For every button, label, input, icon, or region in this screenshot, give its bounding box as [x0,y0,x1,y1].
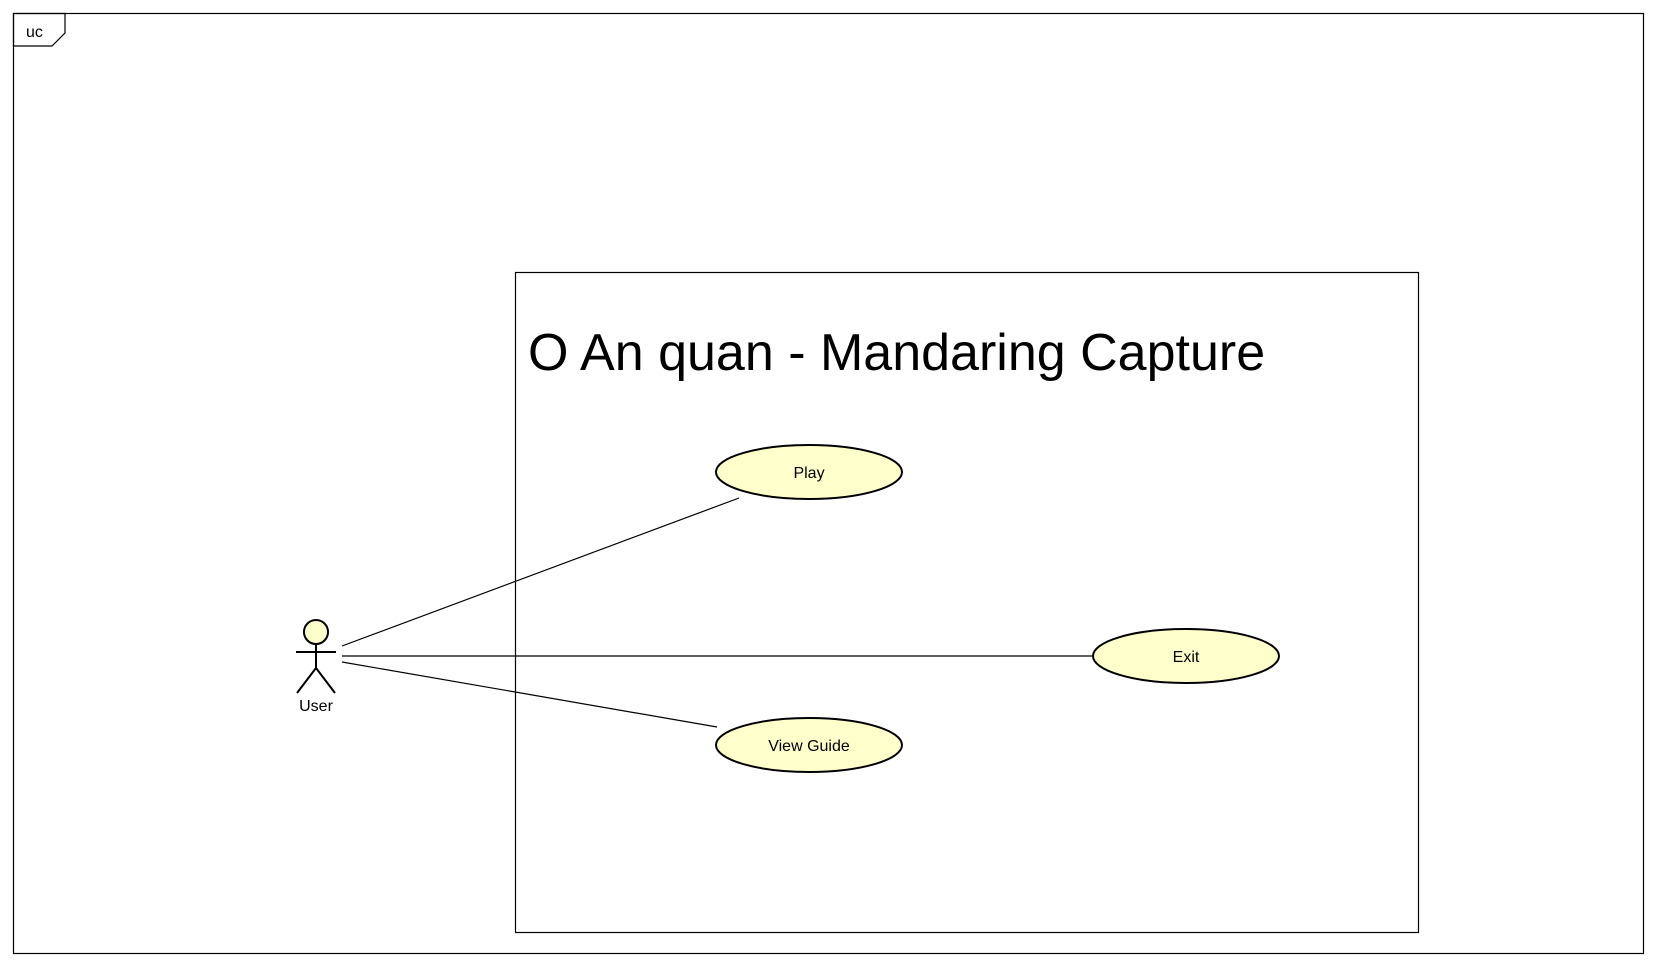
actor-user-right-leg[interactable] [315,667,336,694]
actor-user[interactable]: User [296,619,336,715]
use-case-exit[interactable]: Exit [1092,628,1280,684]
actor-user-label: User [299,698,333,715]
diagram-frame-tag-text: uc [26,24,43,41]
use-case-view-guide-ellipse[interactable] [715,717,903,773]
actor-user-left-leg[interactable] [296,667,317,694]
use-case-view-guide-label: View Guide [768,738,850,755]
association-user-view-guide [341,661,718,728]
diagram-frame [12,12,1645,955]
association-user-play [341,497,740,647]
use-case-view-guide[interactable]: View Guide [715,717,903,773]
use-case-exit-ellipse[interactable] [1092,628,1280,684]
use-case-play-ellipse[interactable] [715,444,903,500]
diagram-frame-tag [12,12,66,47]
system-title: O An quan - Mandaring Capture [528,324,1265,382]
actor-user-head[interactable] [303,619,329,645]
use-case-exit-label: Exit [1173,649,1200,666]
use-case-play-label: Play [793,465,824,482]
system-boundary [514,271,1420,934]
use-case-play[interactable]: Play [715,444,903,500]
